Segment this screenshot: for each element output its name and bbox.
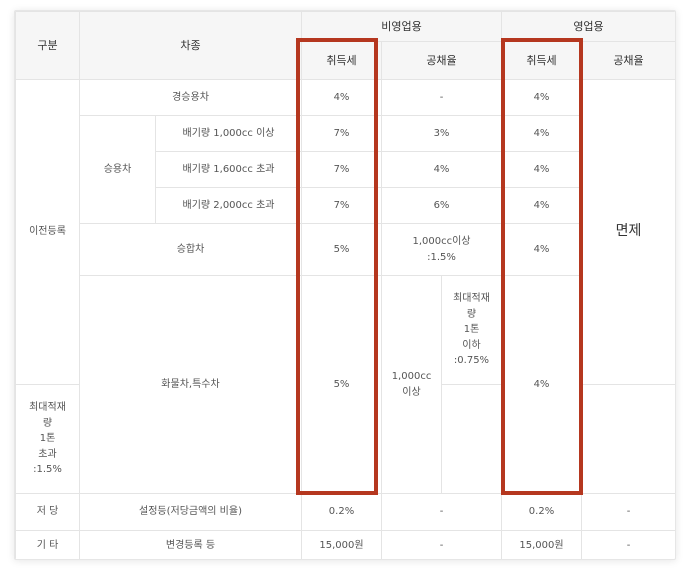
header-vehicle-type: 차종 (79, 11, 302, 80)
nc-tax-other: 15,000원 (301, 530, 382, 559)
nc-bond-passenger: 4% (381, 151, 502, 188)
transfer-registration-label: 이전등록 (15, 79, 80, 385)
tax-table-card: 구분 차종 비영업용 영업용 취득세 공채율 취득세 공채율 이전등록 경승용차… (14, 10, 676, 560)
vehicle-light: 경승용차 (79, 79, 302, 116)
header-nc-acquisition-tax: 취득세 (301, 41, 382, 80)
vehicle-truck: 화물차,특수차 (79, 275, 302, 494)
nc-bond-passenger: 3% (381, 115, 502, 152)
registration-tax-table: 구분 차종 비영업용 영업용 취득세 공채율 취득세 공채율 이전등록 경승용차… (15, 11, 676, 559)
nc-bond-truck-over: 최대적재 량 1톤 초과:1.5% (15, 384, 80, 494)
c-tax-other: 15,000원 (501, 530, 582, 559)
table-row: 기 타 변경등록 등 15,000원 - 15,000원 - (15, 530, 675, 559)
c-bond-exempt: 면제 (581, 79, 675, 385)
header-c-acquisition-tax: 취득세 (501, 41, 582, 80)
other-label: 기 타 (15, 530, 80, 559)
other-name: 변경등록 등 (79, 530, 302, 559)
nc-bond-truck-under: 최대적재 량 1톤 이하:0.75% (441, 275, 502, 385)
c-bond-mortgage: - (581, 493, 675, 531)
c-tax-truck: 4% (501, 275, 582, 494)
nc-bond-light: - (381, 79, 502, 116)
table-row: 배기량 1,600cc 초과 7% 4% 4% (16, 151, 676, 188)
table-row: 이전등록 경승용차 4% - 4% 면제 (15, 79, 675, 385)
c-tax-passenger: 4% (501, 151, 582, 188)
nc-bond-passenger: 6% (381, 187, 502, 224)
c-tax-passenger: 4% (501, 115, 582, 152)
c-tax-van: 4% (501, 223, 582, 276)
c-tax-light: 4% (501, 79, 582, 116)
header-non-commercial: 비영업용 (301, 11, 502, 42)
c-tax-mortgage: 0.2% (501, 493, 582, 531)
table-row: 승용차 배기량 1,000cc 이상 7% 3% 4% (16, 115, 676, 224)
nc-bond-truck-cc: 1,000cc 이상 (381, 275, 442, 494)
c-bond-other: - (581, 530, 675, 559)
header-c-bond-rate: 공채율 (581, 41, 675, 80)
vehicle-passenger-sub: 배기량 2,000cc 초과 (155, 187, 302, 224)
nc-tax-truck: 5% (301, 275, 382, 494)
nc-tax-van: 5% (301, 223, 382, 276)
table-row: 최대적재 량 1톤 초과:1.5% (15, 384, 676, 494)
nc-bond-mortgage: - (381, 493, 502, 531)
mortgage-label: 저 당 (15, 493, 80, 531)
table-row: 승합차 5% 1,000cc이상:1.5% 4% (16, 223, 676, 276)
nc-tax-passenger: 7% (301, 151, 382, 188)
nc-bond-other: - (381, 530, 502, 559)
header-nc-bond-rate: 공채율 (381, 41, 502, 80)
vehicle-passenger-sub: 배기량 1,000cc 이상 (155, 115, 302, 152)
mortgage-name: 설정등(저당금액의 비율) (79, 493, 302, 531)
header-category: 구분 (15, 11, 80, 80)
header-commercial: 영업용 (501, 11, 675, 42)
nc-tax-passenger: 7% (301, 115, 382, 152)
nc-bond-van: 1,000cc이상:1.5% (381, 223, 502, 276)
vehicle-passenger: 승용차 (79, 115, 156, 224)
table-row: 저 당 설정등(저당금액의 비율) 0.2% - 0.2% - (15, 493, 675, 531)
vehicle-passenger-sub: 배기량 1,600cc 초과 (155, 151, 302, 188)
vehicle-van: 승합차 (79, 223, 302, 276)
c-tax-passenger: 4% (501, 187, 582, 224)
nc-tax-mortgage: 0.2% (301, 493, 382, 531)
nc-tax-passenger: 7% (301, 187, 382, 224)
nc-tax-light: 4% (301, 79, 382, 116)
table-row: 화물차,특수차 5% 1,000cc 이상 최대적재 량 1톤 이하:0.75% 4% (16, 275, 676, 494)
